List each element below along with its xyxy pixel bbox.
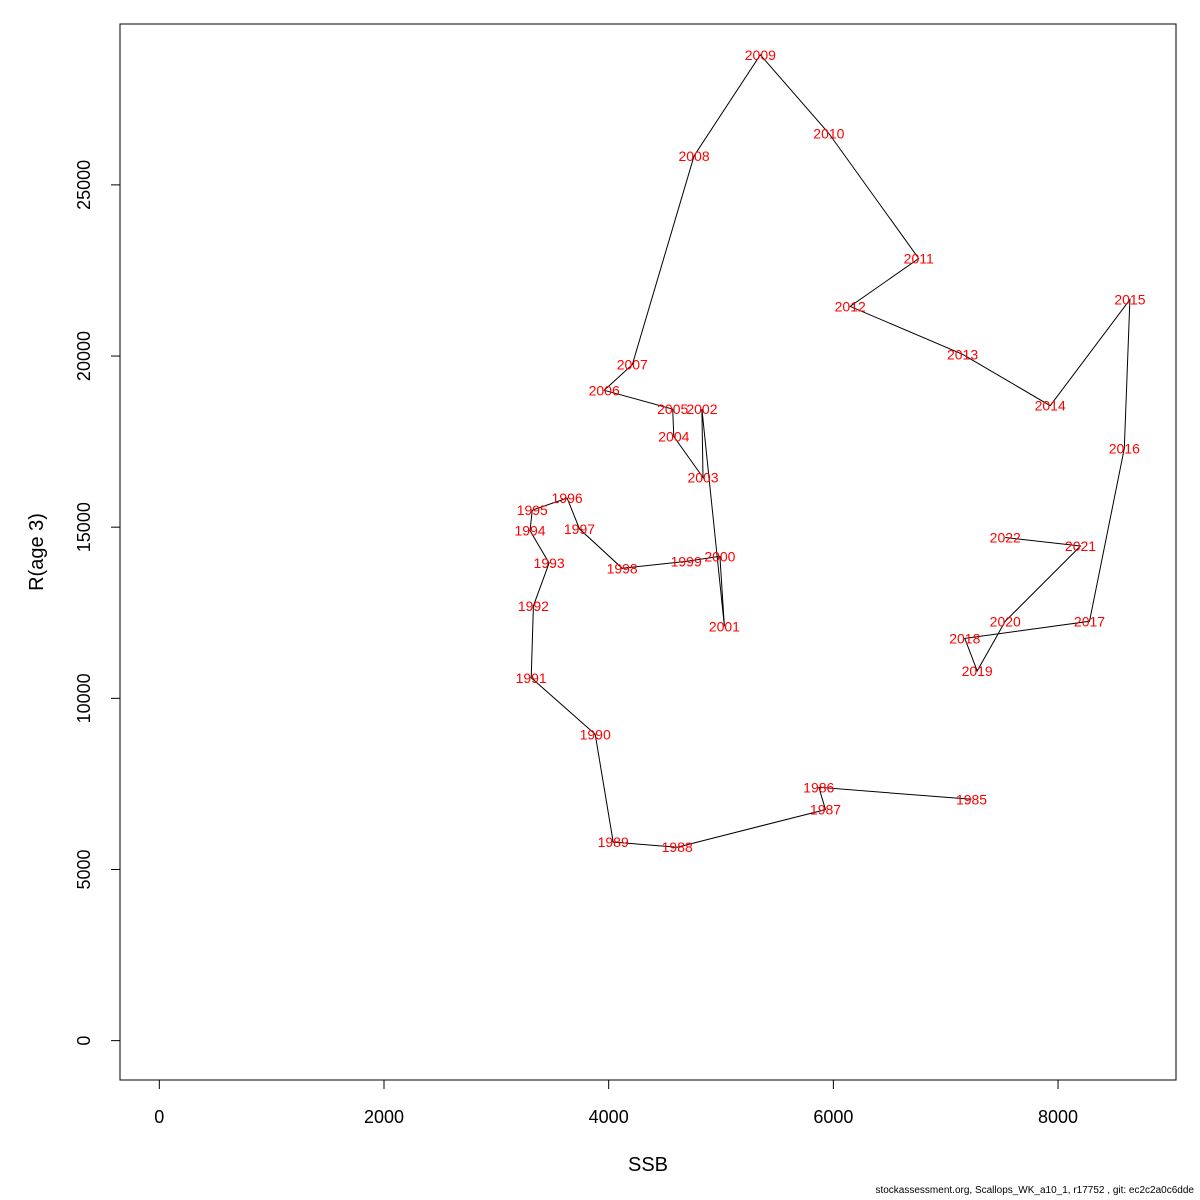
year-label-1996: 1996 <box>552 490 583 506</box>
trajectory-line <box>529 53 1131 848</box>
year-label-2022: 2022 <box>990 529 1021 545</box>
year-label-2006: 2006 <box>589 382 620 398</box>
plot-frame <box>119 23 1177 1081</box>
year-label-2011: 2011 <box>904 250 934 266</box>
x-tick-label: 2000 <box>364 1107 404 1127</box>
year-label-2002: 2002 <box>686 401 717 417</box>
year-label-2015: 2015 <box>1114 292 1145 308</box>
footer-credit: stockassessment.org, Scallops_WK_a10_1, … <box>875 1185 1194 1196</box>
y-tick-label: 25000 <box>74 160 94 210</box>
year-label-2012: 2012 <box>835 298 866 314</box>
year-label-2009: 2009 <box>745 47 776 63</box>
year-label-2008: 2008 <box>678 148 709 164</box>
year-label-2013: 2013 <box>947 346 978 362</box>
x-tick-label: 6000 <box>813 1107 853 1127</box>
year-label-2021: 2021 <box>1065 538 1096 554</box>
year-label-2007: 2007 <box>617 357 648 373</box>
year-label-1997: 1997 <box>564 521 595 537</box>
year-label-1986: 1986 <box>803 779 834 795</box>
y-tick-label: 5000 <box>74 849 94 889</box>
year-label-2004: 2004 <box>658 428 689 444</box>
point-labels: 1985 1986 1987 1988 1989 1990 1991 1992 1993 1994… <box>514 47 1145 855</box>
y-tick-label: 15000 <box>74 502 94 552</box>
year-label-1985: 1985 <box>956 791 987 807</box>
year-label-1989: 1989 <box>598 834 629 850</box>
year-label-2018: 2018 <box>949 630 980 646</box>
year-label-1990: 1990 <box>580 726 611 742</box>
year-label-1993: 1993 <box>534 555 565 571</box>
year-label-2000: 2000 <box>704 548 735 564</box>
y-tick-label: 10000 <box>74 673 94 723</box>
y-axis-title: R(age 3) <box>26 513 48 591</box>
y-tick-label: 20000 <box>74 331 94 381</box>
year-label-2014: 2014 <box>1035 398 1066 414</box>
year-label-2020: 2020 <box>990 613 1021 629</box>
y-tick-label: 0 <box>74 1036 94 1046</box>
year-label-1994: 1994 <box>514 523 545 539</box>
year-label-2001: 2001 <box>709 618 740 634</box>
year-label-2016: 2016 <box>1109 440 1140 456</box>
year-label-1988: 1988 <box>662 839 693 855</box>
year-label-1987: 1987 <box>810 802 841 818</box>
year-label-1999: 1999 <box>671 553 702 569</box>
year-label-1995: 1995 <box>517 502 548 518</box>
year-label-1991: 1991 <box>516 670 547 686</box>
x-tick-label: 4000 <box>589 1107 629 1127</box>
year-label-2017: 2017 <box>1074 613 1105 629</box>
x-axis-title: SSB <box>628 1154 668 1176</box>
x-tick-label: 8000 <box>1038 1107 1078 1127</box>
x-axis: 0 2000 4000 6000 8000 <box>154 1079 1078 1127</box>
year-label-1998: 1998 <box>607 560 638 576</box>
year-label-2005: 2005 <box>657 401 688 417</box>
year-label-2003: 2003 <box>687 470 718 486</box>
y-axis: 0 5000 10000 15000 20000 25000 <box>74 160 121 1046</box>
x-tick-label: 0 <box>154 1107 164 1127</box>
year-label-1992: 1992 <box>518 598 549 614</box>
year-label-2010: 2010 <box>813 126 844 142</box>
year-label-2019: 2019 <box>962 663 993 679</box>
